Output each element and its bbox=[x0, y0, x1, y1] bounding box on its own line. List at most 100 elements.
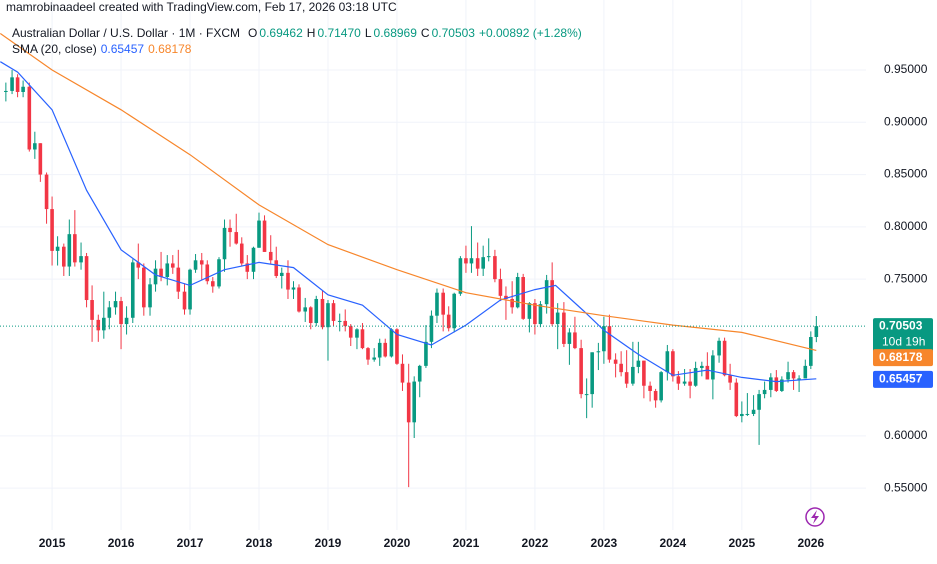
candle-body bbox=[372, 357, 376, 360]
candle-body bbox=[624, 372, 629, 384]
x-tick-label: 2021 bbox=[453, 536, 480, 550]
candle-body bbox=[751, 409, 756, 414]
candle-body bbox=[10, 77, 14, 91]
candle-body bbox=[222, 227, 227, 260]
candle-body bbox=[567, 332, 572, 344]
y-tick-label: 0.95000 bbox=[884, 62, 928, 76]
candle-body bbox=[182, 291, 187, 310]
candle-body bbox=[274, 260, 279, 276]
candle-body bbox=[33, 143, 37, 150]
candle-body bbox=[435, 292, 439, 316]
sma-line bbox=[0, 61, 817, 383]
candle-body bbox=[389, 329, 394, 357]
candle-body bbox=[682, 381, 687, 384]
candle-body bbox=[337, 320, 342, 322]
candle-body bbox=[446, 314, 451, 329]
candle-body bbox=[90, 300, 94, 320]
indicator-value: 0.65457 bbox=[100, 42, 145, 56]
candle-body bbox=[510, 298, 514, 308]
candle-body bbox=[504, 295, 508, 299]
candle-body bbox=[107, 307, 112, 318]
candle-body bbox=[533, 303, 537, 325]
indicator-label: SMA (20, close) bbox=[12, 42, 97, 56]
candle-body bbox=[676, 376, 681, 384]
candle-body bbox=[279, 272, 284, 276]
candle-body bbox=[113, 301, 118, 308]
candle-body bbox=[642, 360, 646, 386]
candle-body bbox=[412, 381, 417, 423]
candle-body bbox=[705, 365, 710, 380]
candle-body bbox=[596, 351, 601, 353]
candle-body bbox=[102, 317, 106, 331]
x-tick-label: 2022 bbox=[522, 536, 549, 550]
candle-body bbox=[791, 372, 796, 379]
candle-body bbox=[803, 365, 808, 379]
axes: 0.95000 0.90000 0.85000 0.80000 0.75000 0.600… bbox=[39, 62, 933, 550]
candle-body bbox=[722, 340, 727, 376]
candle-body bbox=[188, 269, 192, 310]
candle-body bbox=[286, 272, 290, 290]
candle-body bbox=[228, 227, 232, 233]
symbol: Australian Dollar / U.S. Dollar · 1M · F… bbox=[12, 26, 241, 40]
candle-body bbox=[665, 351, 670, 373]
candle-body bbox=[360, 329, 365, 349]
candle-body bbox=[475, 258, 480, 269]
candle-body bbox=[119, 301, 123, 325]
ohlc-value: 0.68969 bbox=[373, 26, 417, 40]
candle-body bbox=[176, 267, 181, 292]
candle-body bbox=[67, 234, 72, 267]
candle-body bbox=[73, 234, 77, 263]
candle-body bbox=[55, 246, 60, 251]
candle-body bbox=[234, 232, 239, 244]
x-tick-label: 2025 bbox=[728, 536, 755, 550]
candle-body bbox=[607, 326, 612, 360]
ohlc-key: L bbox=[364, 26, 372, 40]
candle-body bbox=[96, 319, 101, 331]
candle-body bbox=[124, 317, 129, 325]
y-tick-label: 0.55000 bbox=[884, 480, 928, 494]
candle-body bbox=[688, 381, 692, 386]
replay-icon[interactable] bbox=[805, 507, 825, 527]
candle-body bbox=[659, 372, 663, 401]
candle-body bbox=[44, 174, 49, 210]
candle-body bbox=[745, 413, 750, 415]
candle-body bbox=[268, 251, 273, 261]
candle-body bbox=[538, 304, 543, 325]
candle-body bbox=[297, 287, 301, 312]
countdown: 10d 19h bbox=[882, 334, 925, 348]
candle-body bbox=[527, 303, 532, 319]
candle-body bbox=[326, 303, 330, 328]
candle-body bbox=[711, 355, 715, 380]
candle-body bbox=[486, 256, 491, 258]
candle-body bbox=[619, 363, 623, 373]
y-tick-label: 0.90000 bbox=[884, 114, 928, 128]
candle-body bbox=[148, 284, 152, 308]
candle-body bbox=[579, 348, 583, 395]
candle-body bbox=[700, 365, 704, 368]
candle-body bbox=[734, 382, 739, 417]
sma-line bbox=[0, 33, 817, 351]
candle-body bbox=[613, 359, 618, 364]
ohlc-value: 0.69462 bbox=[259, 26, 303, 40]
candle-body bbox=[602, 326, 606, 352]
candle-body bbox=[550, 280, 554, 325]
candle-body bbox=[797, 378, 801, 380]
candle-body bbox=[15, 77, 20, 92]
y-tick-label: 0.60000 bbox=[884, 428, 928, 442]
ohlc-key: C bbox=[420, 26, 430, 40]
candle-body bbox=[142, 267, 146, 308]
candle-body bbox=[257, 220, 261, 248]
candle-body bbox=[406, 382, 411, 423]
candle-body bbox=[395, 329, 399, 364]
x-tick-label: 2019 bbox=[315, 536, 342, 550]
sma-price-label: 0.65457 bbox=[879, 372, 923, 386]
candle-body bbox=[199, 260, 204, 265]
candle-body bbox=[441, 292, 445, 315]
candle-body bbox=[205, 264, 210, 282]
candle-body bbox=[153, 268, 158, 285]
candle-body bbox=[314, 298, 319, 324]
indicator-value: 0.68178 bbox=[148, 42, 192, 56]
candle-body bbox=[355, 329, 359, 338]
candle-body bbox=[653, 390, 658, 401]
